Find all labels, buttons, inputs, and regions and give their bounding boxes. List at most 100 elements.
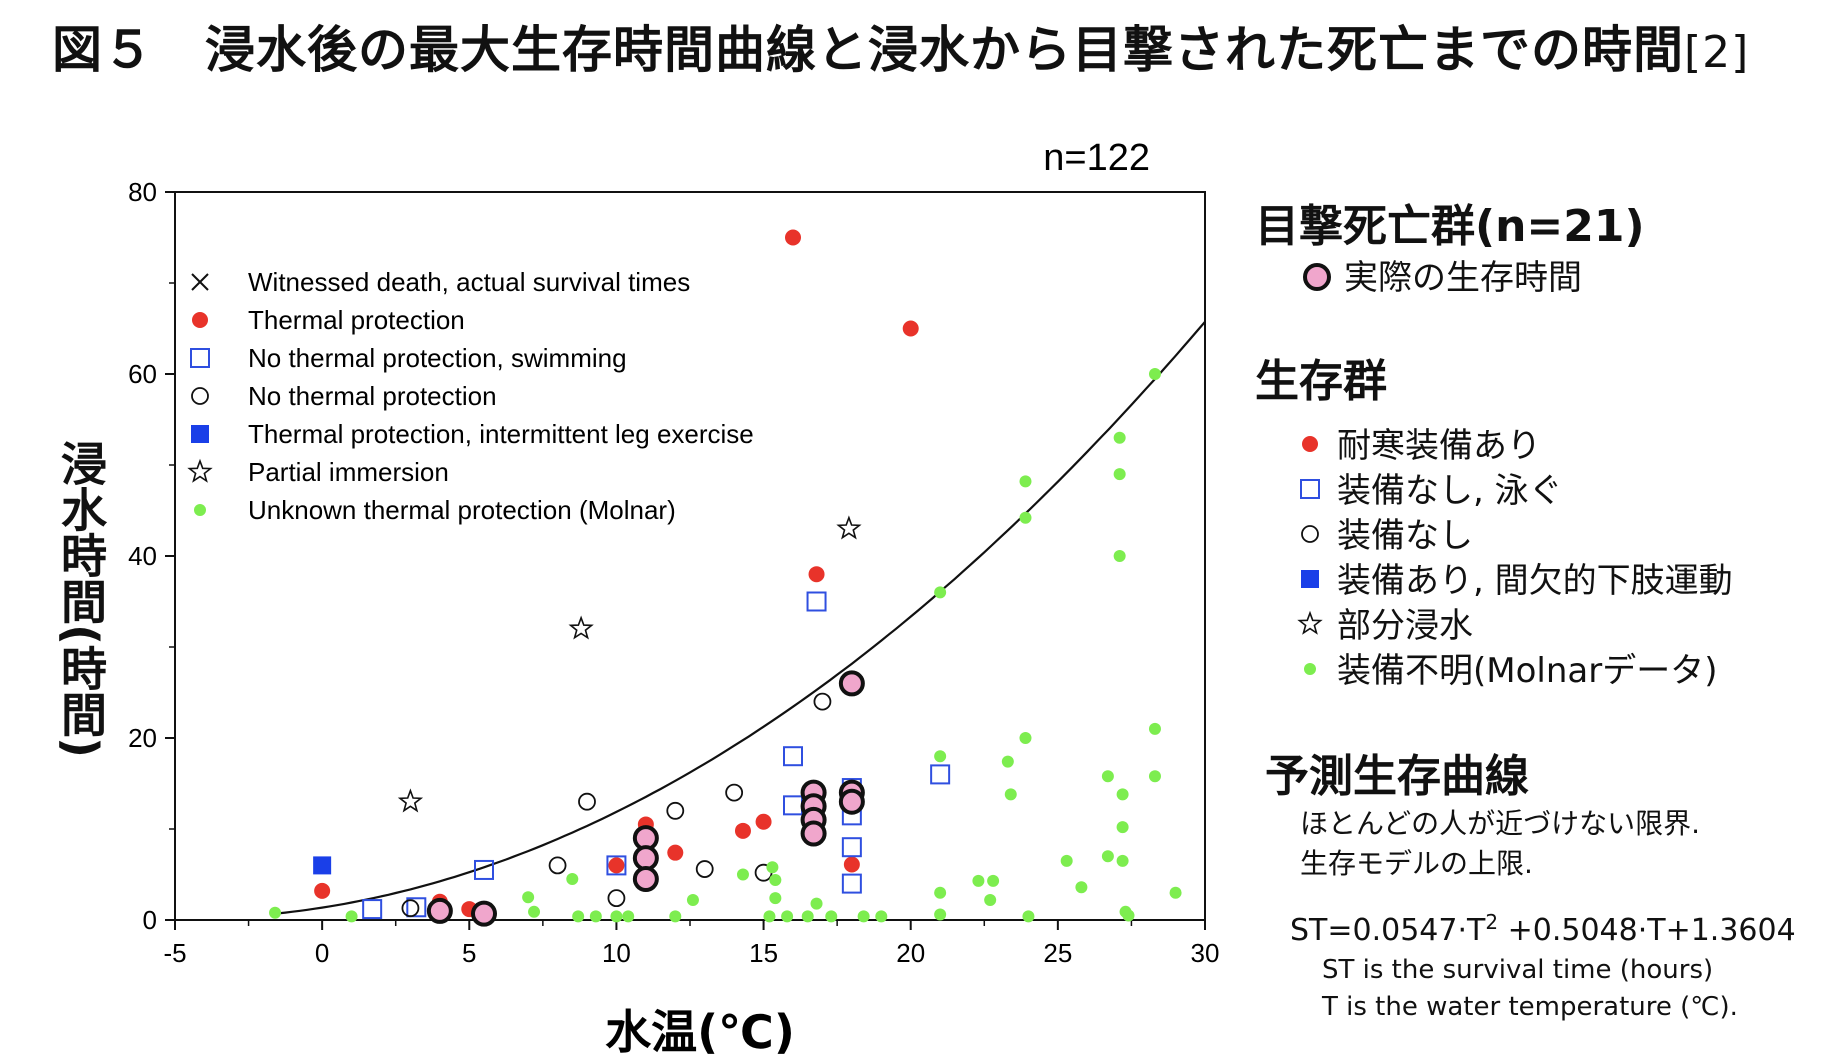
point-molnar (1004, 788, 1017, 801)
point-molnar (589, 910, 602, 923)
point-molnar (972, 874, 985, 887)
point-molnar (763, 910, 776, 923)
point-molnar (1075, 881, 1088, 894)
thermal-marker-icon (1302, 435, 1318, 452)
point-none (578, 792, 596, 811)
point-molnar (572, 910, 585, 923)
survivor-legend-label: 部分浸水 (1337, 606, 1473, 646)
point-molnar (1148, 722, 1161, 735)
point-molnar (810, 897, 823, 910)
survivor-legend-item-leg: 装備あり, 間欠的下肢運動 (1295, 553, 1733, 602)
point-swimming (841, 873, 862, 894)
point-swimming (362, 899, 383, 920)
point-thermal (808, 566, 825, 583)
plot-frame (174, 191, 1206, 921)
point-molnar (1113, 468, 1126, 481)
survivor-legend-label: 装備不明(Molnarデータ) (1337, 651, 1718, 691)
x-tick-label: 30 (1191, 938, 1220, 968)
point-molnar (1148, 770, 1161, 783)
point-partial (397, 788, 424, 813)
point-swimming (606, 855, 627, 876)
survivor-marker-thermal (1302, 435, 1318, 452)
point-molnar (1019, 511, 1032, 524)
point-molnar (345, 910, 358, 923)
y-tick-label: 80 (128, 177, 157, 207)
point-partial (836, 515, 862, 540)
legend-marker-partial (187, 458, 213, 483)
point-leg (313, 856, 332, 875)
legend-label-none: No thermal protection (248, 381, 497, 411)
point-molnar (984, 893, 997, 906)
point-witnessed (632, 845, 659, 872)
point-molnar (1019, 732, 1032, 744)
formula: ST=0.0547·T2 +0.5048·T+1.3604 (1290, 910, 1796, 948)
x-tick-label: 0 (315, 938, 329, 968)
x-tick-label: 5 (462, 938, 476, 968)
legend-marker-thermal (192, 312, 208, 328)
formula-def-1: ST is the survival time (hours) (1322, 955, 1714, 985)
point-molnar (566, 873, 579, 886)
chart-legend: Witnessed death, actual survival times Th… (187, 267, 754, 525)
point-molnar (1169, 886, 1182, 899)
figure-title: 図５ 浸水後の最大生存時間曲線と浸水から目撃された死亡までの時間[2] (52, 10, 1749, 82)
point-molnar (1116, 788, 1129, 801)
legend-label-molnar: Unknown thermal protection (Molnar) (248, 495, 676, 525)
survivor-marker-leg (1301, 569, 1319, 588)
survivor-marker-swimming (1300, 478, 1320, 499)
point-witnessed (838, 788, 865, 815)
figure-title-ref: [2] (1684, 27, 1750, 78)
swimming-marker-icon (1300, 478, 1320, 499)
legend-label-swimming: No thermal protection, swimming (248, 343, 627, 373)
witnessed-item-label: 実際の生存時間 (1344, 258, 1582, 298)
legend-marker-swimming (190, 348, 210, 368)
survivor-legend-item-partial: 部分浸水 (1295, 598, 1473, 647)
point-molnar (934, 886, 947, 899)
point-swimming (806, 591, 827, 612)
point-molnar (825, 910, 838, 923)
legend-label-thermal: Thermal protection (248, 305, 465, 335)
point-molnar (857, 910, 870, 923)
point-thermal (785, 229, 801, 246)
y-tick-label: 0 (143, 905, 157, 935)
legend-label-partial: Partial immersion (248, 457, 449, 487)
y-tick-label: 40 (128, 541, 157, 571)
points-layer (269, 229, 1182, 927)
point-none (548, 856, 567, 875)
point-molnar (686, 893, 699, 906)
formula-def-2: T is the water temperature (℃). (1322, 992, 1738, 1022)
point-thermal (608, 857, 625, 874)
point-thermal (755, 813, 772, 830)
point-witnessed (471, 900, 497, 927)
point-molnar (769, 873, 782, 886)
point-witnessed (632, 866, 659, 893)
point-molnar (1101, 850, 1114, 863)
survivor-marker-molnar (1304, 662, 1316, 675)
point-swimming (783, 795, 803, 816)
point-molnar (1060, 854, 1073, 867)
point-none (666, 801, 685, 820)
point-witnessed (838, 670, 865, 697)
legend-marker-molnar (194, 504, 206, 516)
curve-heading: 予測生存曲線 (1265, 751, 1529, 802)
leg-marker-icon (1301, 569, 1319, 588)
x-tick-label: 25 (1043, 938, 1072, 968)
x-tick-label: -5 (163, 938, 186, 968)
point-molnar (934, 586, 947, 599)
point-molnar (522, 891, 535, 904)
survival-curve (277, 321, 1206, 915)
point-partial (568, 615, 594, 640)
point-thermal (902, 320, 919, 337)
point-molnar (934, 750, 947, 763)
point-molnar (610, 910, 623, 923)
x-axis-title: 水温(℃) (605, 1005, 795, 1059)
curve-note-1: ほとんどの人が近づけない限界. (1300, 807, 1701, 840)
point-none (725, 783, 744, 802)
point-none (607, 889, 626, 908)
point-molnar (766, 861, 779, 874)
point-thermal (314, 882, 331, 899)
point-none (813, 692, 832, 711)
survivor-marker-partial (1297, 610, 1323, 635)
point-molnar (1113, 550, 1126, 562)
x-tick-label: 15 (749, 938, 778, 968)
